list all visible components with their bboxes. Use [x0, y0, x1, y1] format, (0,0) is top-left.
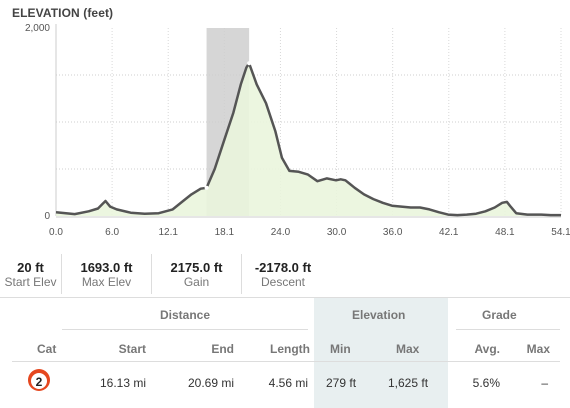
cell-length: 4.56 mi — [268, 376, 308, 390]
category-2-icon: 2 — [28, 369, 50, 391]
summary-stats: 20 ft Start Elev 1693.0 ft Max Elev 2175… — [0, 254, 324, 294]
elevation-chart[interactable]: 0.0 6.0 12.1 18.1 24.0 30.0 36.0 42.1 48.1 54.1 2… — [0, 0, 570, 245]
header-divider — [62, 329, 308, 330]
col-header-avg[interactable]: Avg. — [474, 342, 500, 356]
stat-gain: 2175.0 ft Gain — [152, 254, 242, 294]
stat-label: Descent — [260, 275, 306, 289]
cell-avg: 5.6% — [472, 376, 500, 390]
col-header-start[interactable]: Start — [118, 342, 146, 356]
col-header-max[interactable]: Max — [396, 342, 420, 356]
stat-label: Gain — [183, 275, 210, 289]
stat-descent: -2178.0 ft Descent — [242, 254, 324, 294]
cell-end: 20.69 mi — [187, 376, 234, 390]
stat-value: 1693.0 ft — [80, 260, 133, 275]
x-tick-label: 54.1 — [551, 227, 570, 238]
header-divider — [456, 329, 560, 330]
stat-label: Start Elev — [4, 275, 57, 289]
cell-max: 1,625 ft — [388, 376, 429, 390]
stat-max-elev: 1693.0 ft Max Elev — [62, 254, 152, 294]
col-header-end[interactable]: End — [211, 342, 234, 356]
col-header-min[interactable]: Min — [330, 342, 351, 356]
climb-start-marker — [204, 185, 209, 190]
climb-table: Distance Elevation Grade Cat Start End L… — [0, 298, 570, 408]
x-tick-label: 6.0 — [105, 227, 119, 238]
divider — [0, 297, 570, 298]
x-tick-label: 18.1 — [215, 227, 235, 238]
col-header-cat[interactable]: Cat — [37, 342, 57, 356]
x-tick-label: 36.0 — [383, 227, 403, 238]
stat-label: Max Elev — [81, 275, 132, 289]
chart-title: ELEVATION (feet) — [12, 6, 114, 20]
col-header-grade-max[interactable]: Max — [526, 342, 550, 356]
cell-min: 279 ft — [326, 376, 357, 390]
stat-value: 20 ft — [17, 260, 44, 275]
stat-value: 2175.0 ft — [170, 260, 223, 275]
y-tick-label-max: 2,000 — [25, 23, 50, 34]
elevation-line — [55, 62, 561, 217]
category-label: 2 — [36, 375, 43, 389]
elevation-area — [56, 63, 561, 216]
stat-start-elev: 20 ft Start Elev — [0, 254, 62, 294]
cell-grade-max: – — [541, 376, 548, 390]
x-tick-label: 0.0 — [49, 227, 63, 238]
row-divider — [12, 361, 560, 362]
col-header-length[interactable]: Length — [270, 342, 310, 356]
elevation-column-background — [314, 298, 448, 408]
x-tick-labels: 0.0 6.0 12.1 18.1 24.0 30.0 36.0 42.1 48.1 54.1 — [49, 227, 570, 238]
chart-grid — [55, 24, 562, 218]
x-tick-label: 30.0 — [327, 227, 347, 238]
group-header-distance: Distance — [160, 308, 211, 322]
cell-start: 16.13 mi — [99, 376, 146, 390]
group-header-grade: Grade — [482, 308, 517, 322]
x-tick-label: 42.1 — [439, 227, 459, 238]
climb-end-marker — [247, 61, 252, 66]
group-header-elevation: Elevation — [352, 308, 406, 322]
x-tick-label: 24.0 — [271, 227, 291, 238]
y-tick-label-zero: 0 — [44, 211, 50, 222]
x-tick-label: 48.1 — [495, 227, 515, 238]
elevation-chart-svg: 0.0 6.0 12.1 18.1 24.0 30.0 36.0 42.1 48.1 54.1 2… — [25, 23, 570, 238]
stat-value: -2178.0 ft — [254, 260, 312, 275]
x-tick-label: 12.1 — [158, 227, 178, 238]
